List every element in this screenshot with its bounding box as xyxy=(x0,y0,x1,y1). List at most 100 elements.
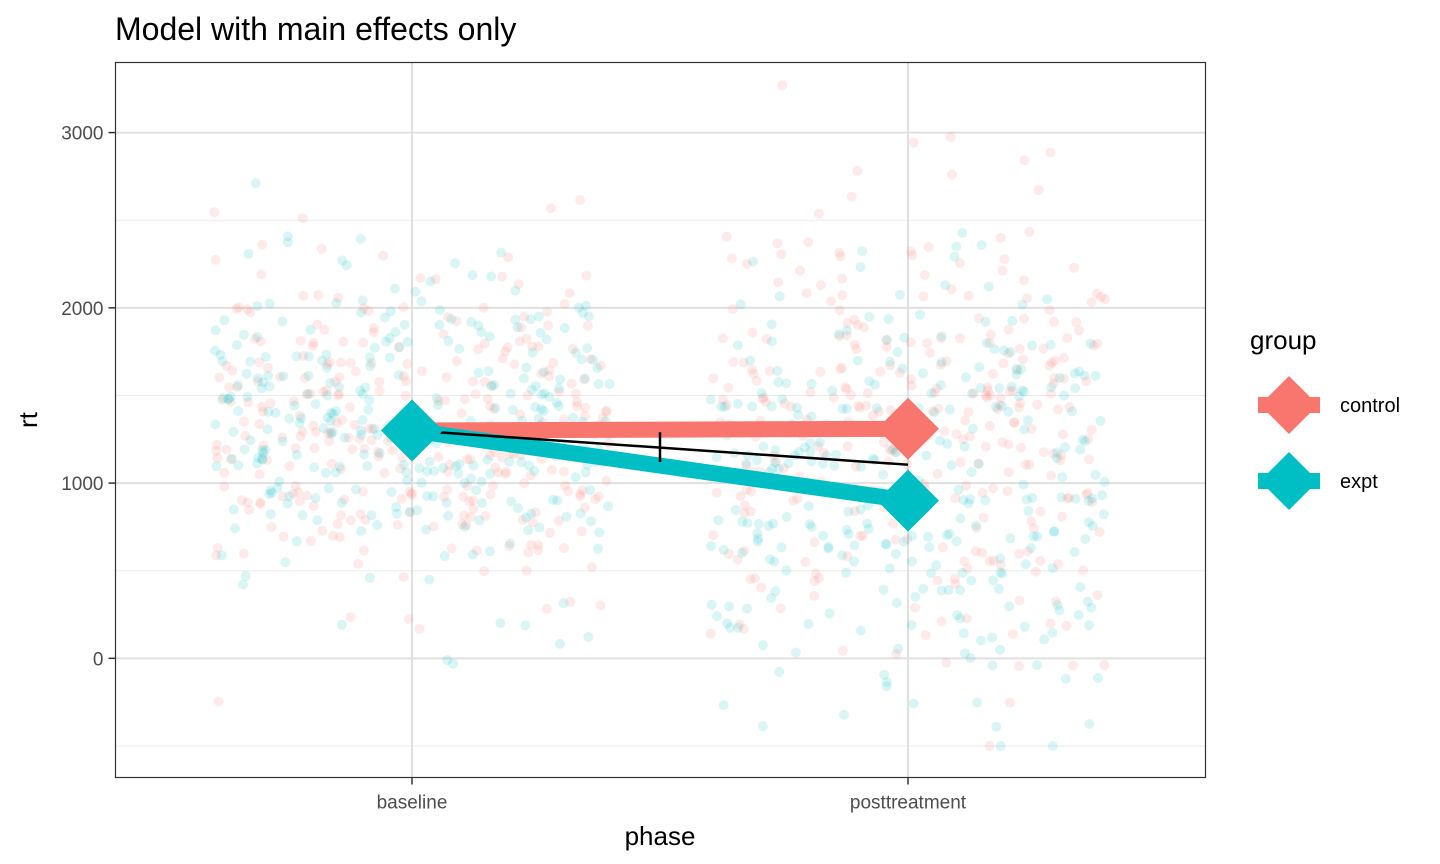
raw-data-point xyxy=(369,342,380,353)
raw-data-point xyxy=(312,319,323,330)
raw-data-point xyxy=(781,378,792,389)
raw-data-point xyxy=(453,468,464,479)
raw-data-point xyxy=(988,575,999,586)
raw-data-point xyxy=(997,401,1007,412)
raw-data-point xyxy=(538,367,549,378)
raw-data-point xyxy=(718,544,729,555)
raw-data-point xyxy=(238,579,248,590)
raw-data-point xyxy=(403,614,414,624)
raw-data-point xyxy=(401,467,412,478)
raw-data-point xyxy=(758,441,769,452)
raw-data-point xyxy=(462,454,473,465)
raw-data-point xyxy=(391,502,402,513)
raw-data-point xyxy=(963,290,974,301)
raw-data-point xyxy=(603,501,614,512)
raw-data-point xyxy=(257,454,268,465)
raw-data-point xyxy=(936,357,947,368)
raw-data-point xyxy=(399,319,410,330)
raw-data-point xyxy=(931,383,942,394)
raw-data-point xyxy=(284,461,295,471)
raw-data-point xyxy=(813,208,824,219)
raw-data-point xyxy=(841,325,852,336)
raw-data-point xyxy=(766,593,777,603)
raw-data-point xyxy=(389,283,400,294)
raw-data-point xyxy=(210,419,221,430)
raw-data-point xyxy=(298,350,309,361)
raw-data-point xyxy=(728,357,739,367)
raw-data-point xyxy=(467,270,478,281)
raw-data-point xyxy=(215,349,226,360)
raw-data-point xyxy=(444,459,455,470)
raw-data-point xyxy=(468,495,478,506)
raw-data-point xyxy=(973,313,984,324)
raw-data-point xyxy=(1058,373,1069,384)
raw-data-point xyxy=(752,528,763,539)
raw-data-point xyxy=(357,389,368,400)
raw-data-point xyxy=(837,550,848,561)
raw-data-point xyxy=(869,379,880,390)
raw-data-point xyxy=(541,334,552,345)
raw-data-point xyxy=(942,530,952,540)
raw-data-point xyxy=(1016,364,1027,375)
raw-data-point xyxy=(566,378,577,389)
raw-data-point xyxy=(213,696,224,707)
raw-data-point xyxy=(483,366,494,377)
raw-data-point xyxy=(837,362,847,373)
raw-data-point xyxy=(291,351,302,362)
raw-data-point xyxy=(717,333,728,344)
raw-data-point xyxy=(333,293,344,303)
raw-data-point xyxy=(1032,531,1043,542)
raw-data-point xyxy=(818,447,829,458)
raw-data-point xyxy=(890,549,901,559)
raw-data-point xyxy=(323,483,334,494)
raw-data-point xyxy=(1079,370,1090,381)
raw-data-point xyxy=(905,337,916,348)
raw-data-point xyxy=(739,508,750,519)
raw-data-point xyxy=(837,403,848,414)
raw-data-point xyxy=(297,510,308,521)
raw-data-point xyxy=(490,402,501,413)
raw-data-point xyxy=(473,367,484,378)
raw-data-point xyxy=(219,315,230,326)
raw-data-point xyxy=(294,418,305,428)
raw-data-point xyxy=(425,276,436,287)
raw-data-point xyxy=(805,447,816,458)
raw-data-point xyxy=(941,356,952,367)
raw-data-point xyxy=(961,372,971,383)
raw-data-point xyxy=(1081,489,1092,500)
raw-data-point xyxy=(1057,429,1068,440)
raw-data-point xyxy=(313,290,324,301)
raw-data-point xyxy=(412,505,423,516)
raw-data-point xyxy=(747,364,758,375)
raw-data-point xyxy=(258,447,269,458)
raw-data-point xyxy=(1030,566,1041,577)
raw-data-point xyxy=(242,304,253,315)
raw-data-point xyxy=(992,404,1003,414)
raw-data-point xyxy=(417,366,427,377)
raw-data-point xyxy=(322,362,332,373)
raw-data-point xyxy=(834,329,844,340)
raw-data-point xyxy=(516,322,527,333)
raw-data-point xyxy=(884,443,895,454)
raw-data-point xyxy=(1020,559,1031,570)
raw-data-point xyxy=(963,407,974,418)
raw-data-point xyxy=(381,336,392,347)
raw-data-point xyxy=(1015,397,1026,408)
raw-data-point xyxy=(310,399,321,410)
raw-data-point xyxy=(906,620,917,631)
raw-data-point xyxy=(1099,477,1110,487)
raw-data-point xyxy=(421,524,432,535)
raw-data-point xyxy=(442,466,453,477)
raw-data-point xyxy=(228,426,239,437)
raw-data-point xyxy=(1017,385,1027,396)
raw-data-point xyxy=(530,402,541,413)
raw-data-point xyxy=(862,518,873,529)
main-effect-line xyxy=(411,429,909,466)
series-points xyxy=(381,397,939,532)
raw-data-point xyxy=(975,635,986,646)
raw-data-point xyxy=(936,331,947,342)
raw-data-point xyxy=(257,406,268,417)
raw-data-point xyxy=(301,490,312,501)
raw-data-point xyxy=(321,467,331,478)
raw-data-point xyxy=(357,295,368,306)
